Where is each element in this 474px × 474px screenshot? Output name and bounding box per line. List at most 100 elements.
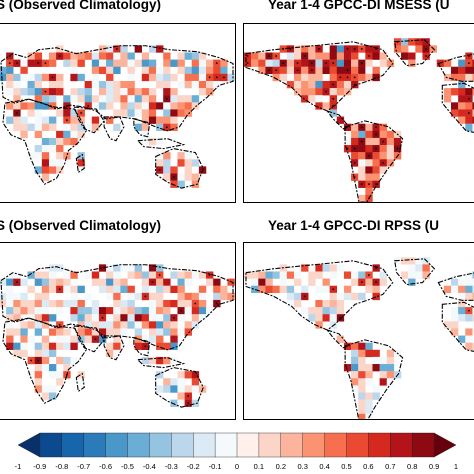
grid-cell: [244, 271, 252, 279]
grid-cell: [465, 66, 473, 75]
map-svg-bl: [0, 264, 235, 408]
grid-cell: [34, 152, 43, 160]
grid-cell: [163, 378, 171, 386]
grid-cell: [329, 109, 337, 117]
grid-cell: [251, 52, 259, 60]
significance-dot: [375, 183, 377, 186]
grid-cell: [141, 95, 150, 103]
significance-dot: [375, 126, 377, 129]
coastline: [75, 372, 85, 393]
significance-dot: [425, 48, 427, 50]
grid-cell: [472, 307, 474, 315]
grid-cell: [379, 378, 387, 386]
coastline: [0, 264, 234, 351]
grid-cell: [443, 88, 452, 96]
colorbar-tick-label: -0.5: [121, 462, 134, 471]
grid-cell: [286, 52, 295, 60]
significance-dot: [318, 48, 320, 50]
grid-cell: [258, 66, 266, 75]
coastline: [325, 109, 351, 130]
grid-cell: [77, 123, 85, 131]
significance-dot: [360, 183, 363, 186]
grid-cell: [422, 264, 430, 272]
grid-cell: [329, 45, 337, 53]
colorbar-tick-label: 0.1: [253, 462, 265, 471]
grid-cell: [206, 307, 214, 315]
grid-cell: [63, 95, 71, 103]
grid-cell: [177, 66, 185, 75]
grid-cell: [213, 292, 221, 301]
grid-cell: [56, 152, 64, 160]
grid-cell: [365, 399, 373, 407]
grid-cell: [177, 292, 185, 301]
grid-cell: [213, 66, 221, 75]
grid-cell: [177, 152, 185, 160]
grid-cell: [177, 399, 185, 407]
grid-cell: [465, 116, 473, 124]
grid-cell: [191, 66, 200, 75]
grid-cell: [163, 342, 171, 350]
grid-cell: [98, 102, 107, 110]
grid-cell: [63, 328, 71, 336]
coastline: [155, 148, 204, 189]
grid-cell: [279, 66, 288, 75]
grid-cell: [170, 342, 178, 350]
colorbar-swatch: [346, 432, 369, 458]
grid-cell: [163, 166, 171, 174]
grid-cell: [20, 321, 28, 329]
grid-cell: [41, 152, 50, 160]
grid-cell: [41, 173, 50, 181]
grid-cell: [336, 59, 345, 67]
grid-cell: [84, 335, 93, 343]
grid-cell: [13, 299, 21, 308]
grid-cell: [27, 52, 35, 60]
grid-cell: [48, 271, 57, 279]
grid-cell: [322, 285, 330, 294]
grid-cell: [98, 264, 107, 272]
grid-cell: [301, 66, 309, 75]
grid-cell: [422, 271, 430, 279]
grid-cell: [148, 102, 157, 110]
grid-cell: [48, 166, 57, 174]
significance-dot: [296, 62, 299, 65]
coastline: [394, 39, 436, 67]
grid-cell: [134, 102, 142, 110]
grid-cell: [170, 271, 178, 279]
grid-cell: [156, 385, 164, 393]
grid-cell: [141, 109, 150, 117]
grid-cell: [198, 292, 207, 301]
grid-cell: [351, 385, 359, 393]
grid-cell: [472, 109, 474, 117]
grid-cell: [63, 342, 71, 350]
grid-cell: [63, 137, 71, 146]
grid-cell: [56, 109, 64, 117]
grid-cell: [13, 80, 21, 89]
grid-cell: [379, 130, 387, 139]
grid-cell: [63, 364, 71, 372]
grid-cell: [0, 73, 7, 82]
grid-cell: [113, 307, 121, 315]
grid-cell: [48, 285, 57, 294]
grid-cell: [127, 102, 135, 110]
grid-cell: [48, 349, 57, 358]
grid-cell: [191, 378, 200, 386]
grid-cell: [113, 95, 121, 103]
colorbar-tick-label: -0.3: [164, 462, 178, 471]
grid-cell: [127, 285, 135, 294]
grid-cell: [63, 356, 71, 365]
grid-cell: [293, 278, 302, 286]
grid-cell: [91, 123, 100, 131]
grid-cell: [113, 349, 121, 358]
grid-cell: [170, 385, 178, 393]
grid-cell: [34, 321, 43, 329]
grid-cell: [351, 292, 359, 301]
grid-cell: [408, 38, 416, 46]
grid-cell: [70, 292, 78, 301]
grid-cell: [351, 152, 359, 160]
grid-cell: [134, 307, 142, 315]
grid-cell: [6, 80, 14, 89]
grid-cell: [206, 66, 214, 75]
grid-cell: [156, 123, 164, 131]
grid-cell: [163, 116, 171, 124]
grid-cell: [308, 307, 316, 315]
